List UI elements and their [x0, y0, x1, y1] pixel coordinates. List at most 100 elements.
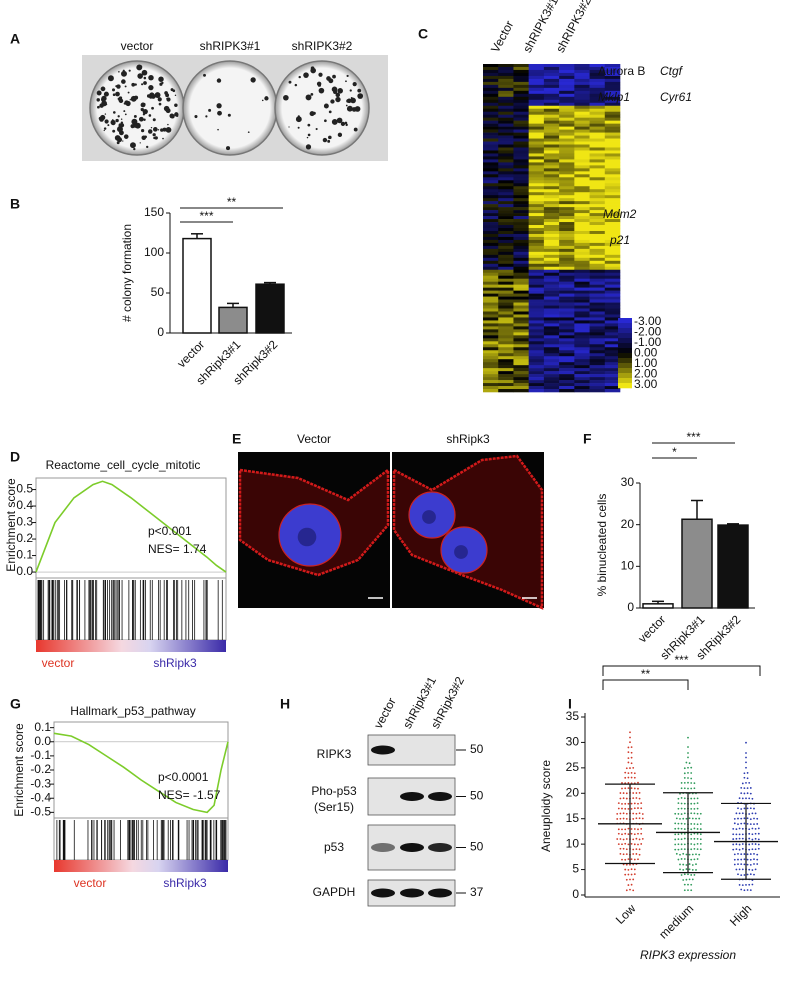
sample-dot — [738, 797, 741, 800]
heatmap-cell — [483, 362, 499, 366]
heatmap-cell — [483, 141, 499, 145]
gene-label: p21 — [609, 233, 630, 247]
heatmap-cell — [483, 168, 499, 172]
heatmap-cell — [589, 144, 606, 148]
heatmap-cell — [604, 347, 621, 351]
sample-dot — [683, 767, 686, 770]
sample-dot — [746, 792, 749, 795]
heatmap-cell — [604, 386, 621, 390]
heatmap-cell — [559, 210, 575, 214]
colony — [330, 99, 335, 104]
sample-dot — [746, 787, 749, 789]
heatmap-cell — [498, 99, 514, 104]
heatmap-cell — [543, 228, 560, 232]
heatmap-cell — [604, 87, 621, 92]
heatmap-cell — [604, 174, 621, 178]
heatmap-cell — [513, 123, 529, 127]
heatmap-cell — [574, 93, 590, 98]
sample-dot — [693, 874, 696, 876]
heatmap-cell — [513, 174, 529, 178]
heatmap-cell — [574, 359, 590, 363]
heatmap-cell — [574, 198, 590, 202]
sample-dot — [745, 756, 747, 759]
colony — [127, 91, 130, 94]
heatmap-cell — [604, 102, 621, 107]
heatmap-cell — [574, 362, 590, 366]
heatmap-cell — [589, 275, 606, 279]
heatmap-cell — [543, 168, 560, 172]
heatmap-cell — [543, 263, 560, 268]
sample-dot — [675, 817, 678, 820]
sample-dot — [695, 863, 697, 866]
heatmap-cell — [574, 228, 590, 232]
sample-dot — [690, 858, 693, 861]
heatmap-cell — [589, 245, 606, 250]
heatmap-cell — [604, 302, 621, 306]
heatmap-cell — [528, 126, 545, 130]
sample-dot — [617, 802, 620, 804]
heatmap-cell — [559, 219, 575, 223]
sample-dot — [740, 874, 743, 876]
colony — [295, 116, 302, 123]
heatmap-cell — [589, 87, 606, 92]
heatmap-cell — [543, 66, 560, 71]
heatmap-cell — [498, 120, 514, 124]
heatmap-cell — [543, 135, 560, 139]
colony — [150, 127, 153, 129]
heatmap-cell — [543, 177, 560, 181]
sample-dot — [691, 864, 694, 866]
y-tick-label: 150 — [144, 205, 164, 219]
sample-dot — [627, 873, 630, 876]
sample-dot — [682, 852, 685, 855]
x-tick-label: vector — [635, 612, 668, 645]
colony — [305, 94, 312, 101]
heatmap-cell — [589, 380, 606, 384]
sample-dot — [751, 838, 754, 841]
sample-dot — [617, 807, 620, 810]
heatmap-cell — [528, 248, 545, 253]
heatmap-cell — [498, 269, 514, 274]
heatmap-cell — [483, 192, 499, 196]
heatmap-cell — [559, 150, 575, 154]
heatmap-cell — [483, 93, 499, 98]
color-scale-label: -2.00 — [634, 325, 662, 339]
heatmap-cell — [604, 111, 621, 115]
heatmap-cell — [559, 248, 575, 253]
sample-dot — [737, 858, 739, 861]
sample-dot — [677, 813, 680, 815]
sample-dot — [687, 756, 689, 759]
colony — [141, 83, 144, 86]
heatmap-cell — [528, 105, 545, 110]
heatmap-cell — [528, 236, 545, 241]
heatmap-cell — [543, 254, 560, 259]
sample-dot — [629, 731, 631, 734]
heatmap-cell — [513, 198, 529, 202]
heatmap-cell — [483, 281, 499, 285]
sample-dot — [749, 823, 752, 825]
heatmap-cell — [589, 257, 606, 262]
nucleolus — [454, 545, 468, 559]
colony — [134, 83, 137, 86]
heatmap-cell — [483, 260, 499, 265]
heatmap-cell — [589, 192, 606, 196]
heatmap-cell — [483, 138, 499, 142]
heatmap-cell — [574, 257, 590, 262]
heatmap-cell — [528, 293, 545, 297]
heatmap-cell — [604, 242, 621, 247]
sample-dot — [633, 843, 636, 846]
heatmap-cell — [574, 96, 590, 101]
heatmap-cell — [589, 189, 606, 193]
sample-dot — [738, 833, 741, 836]
heatmap-cell — [528, 278, 545, 282]
heatmap-cell — [498, 386, 514, 390]
heatmap-cell — [498, 233, 514, 238]
sample-dot — [680, 838, 683, 841]
sample-dot — [693, 812, 696, 815]
heatmap-cell — [559, 347, 575, 351]
sample-dot — [621, 787, 623, 790]
heatmap-cell — [528, 144, 545, 148]
heatmap-cell — [559, 314, 575, 318]
sample-dot — [741, 843, 744, 845]
heatmap-cell — [543, 102, 560, 107]
heatmap-cell — [513, 108, 529, 113]
